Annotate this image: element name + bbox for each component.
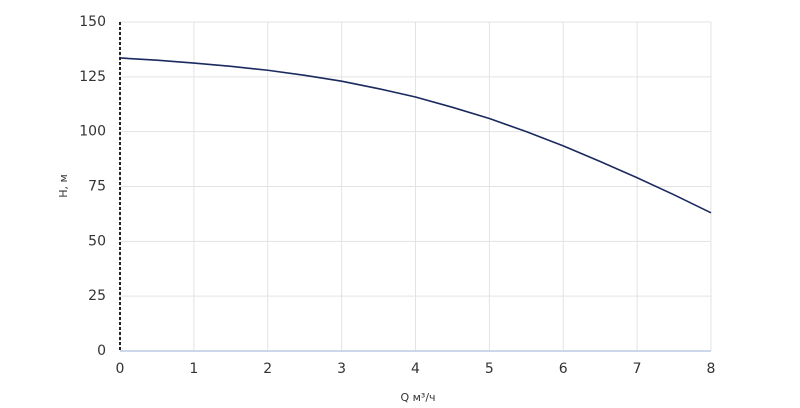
y-tick-label: 75: [88, 179, 106, 195]
x-tick-label: 2: [263, 361, 272, 377]
x-tick-label: 0: [116, 361, 125, 377]
x-tick-label: 1: [189, 361, 198, 377]
x-tick-label: 6: [559, 361, 568, 377]
y-tick-label: 100: [79, 124, 106, 140]
y-tick-label: 0: [97, 343, 106, 359]
y-tick-label: 125: [79, 69, 106, 85]
y-axis-label: H, м: [57, 174, 70, 198]
x-tick-label: 3: [337, 361, 346, 377]
data-line: [119, 57, 712, 214]
y-tick-label: 25: [88, 288, 106, 304]
x-tick-label: 5: [485, 361, 494, 377]
x-tick-label: 8: [707, 361, 716, 377]
x-tick-label: 7: [633, 361, 642, 377]
y-tick-label: 50: [88, 233, 106, 249]
x-axis-label: Q м³/ч: [400, 391, 435, 404]
x-tick-label: 4: [411, 361, 420, 377]
y-tick-label: 150: [79, 14, 106, 30]
